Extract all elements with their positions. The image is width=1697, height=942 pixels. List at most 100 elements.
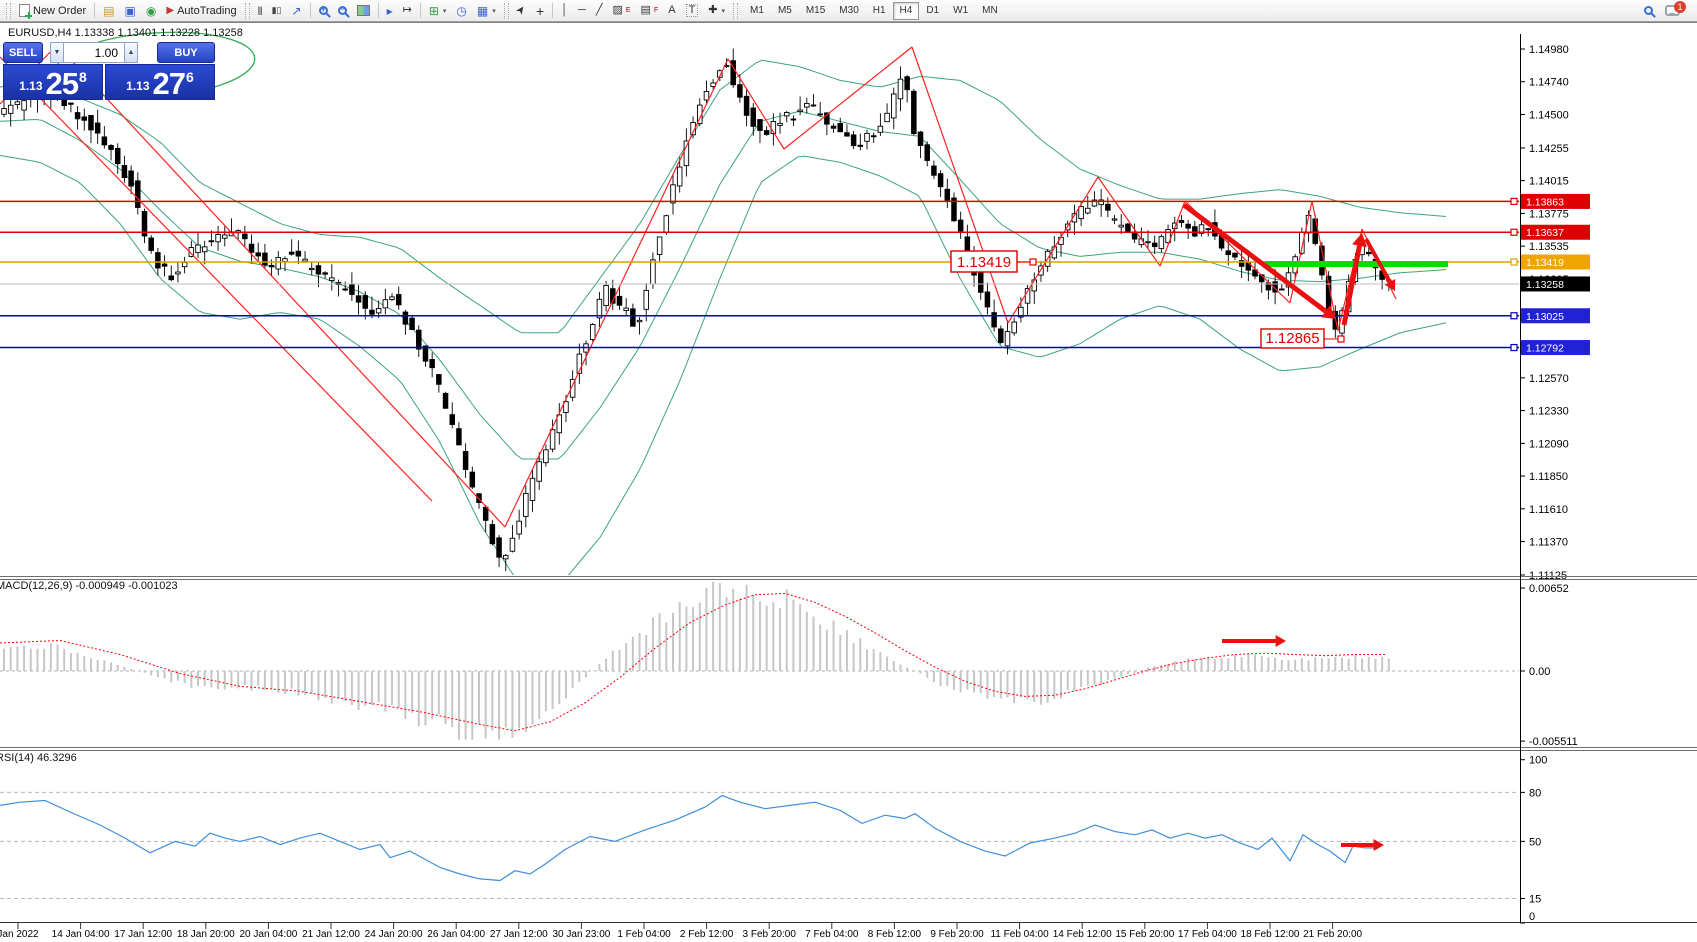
text-tool-icon: A: [668, 4, 676, 16]
svg-text:100: 100: [1529, 755, 1547, 767]
svg-text:1.13258: 1.13258: [1526, 279, 1564, 291]
buy-price-prefix: 1.13: [126, 79, 150, 93]
svg-text:18 Jan 20:00: 18 Jan 20:00: [177, 929, 235, 940]
svg-text:1.11370: 1.11370: [1529, 537, 1568, 549]
terminal-icon: ▣: [124, 3, 136, 18]
timeframe-button-m15[interactable]: M15: [799, 2, 832, 20]
period-button[interactable]: ◷: [451, 1, 471, 21]
candlestick-chart-icon: ▮▯: [271, 5, 282, 15]
svg-text:0.00652: 0.00652: [1529, 583, 1569, 595]
macd-indicator-label: MACD(12,26,9) -0.000949 -0.001023: [0, 580, 178, 592]
fibonacci-icon: ▤: [640, 4, 651, 16]
new-chart-icon: ⊞: [428, 3, 439, 18]
fibonacci-tool-button[interactable]: ▤ F: [636, 1, 664, 21]
signal-icon: ◉: [145, 3, 157, 18]
svg-text:17 Feb 04:00: 17 Feb 04:00: [1178, 929, 1237, 940]
svg-text:2 Feb 12:00: 2 Feb 12:00: [680, 929, 734, 940]
autotrading-button[interactable]: ▶ AutoTrading: [161, 1, 241, 21]
svg-text:1.13535: 1.13535: [1529, 241, 1569, 253]
svg-text:1.13419: 1.13419: [1526, 257, 1564, 269]
toolbar-drag-handle[interactable]: [6, 2, 11, 19]
toolbar-drag-handle[interactable]: [503, 2, 509, 19]
svg-text:14 Jan 04:00: 14 Jan 04:00: [52, 929, 110, 940]
buy-button[interactable]: BUY: [157, 42, 215, 63]
svg-text:17 Jan 12:00: 17 Jan 12:00: [114, 929, 172, 940]
svg-text:1.13419: 1.13419: [957, 254, 1011, 271]
sell-price-sup: 8: [79, 69, 87, 85]
vertical-line-icon: │: [561, 4, 569, 16]
bar-chart-icon: |||: [257, 5, 263, 15]
notification-badge: 1: [1674, 1, 1686, 13]
text-tool-button[interactable]: A: [663, 1, 680, 21]
svg-text:1.14015: 1.14015: [1529, 176, 1569, 188]
svg-text:80: 80: [1529, 787, 1541, 799]
svg-text:50: 50: [1529, 836, 1541, 848]
new-order-label: New Order: [33, 4, 87, 17]
sell-button[interactable]: SELL: [3, 42, 43, 63]
svg-text:21 Jan 12:00: 21 Jan 12:00: [302, 929, 360, 940]
crosshair-button[interactable]: +: [531, 1, 549, 21]
timeframe-button-w1[interactable]: W1: [946, 2, 975, 20]
shapes-dropdown[interactable]: ✚ ▾: [703, 1, 730, 21]
cursor-button[interactable]: ➤: [512, 1, 531, 21]
buy-price-sup: 6: [186, 69, 194, 85]
terminal-button[interactable]: ▣: [120, 1, 141, 21]
buy-price[interactable]: 1.13 27 6: [105, 64, 215, 100]
timeframe-button-mn[interactable]: MN: [975, 2, 1005, 20]
candlestick-chart-button[interactable]: ▮▯: [267, 1, 287, 21]
new-order-button[interactable]: New Order: [14, 1, 91, 21]
svg-text:1.12330: 1.12330: [1529, 406, 1569, 418]
tile-windows-button[interactable]: [352, 1, 375, 21]
signal-button[interactable]: ◉: [141, 1, 161, 21]
cursor-icon: ➤: [513, 2, 529, 18]
trendline-tool-button[interactable]: ╱: [591, 1, 608, 21]
channel-tool-button[interactable]: ▨ E: [607, 1, 635, 21]
toolbar-right-icons: 1: [1644, 1, 1694, 16]
svg-text:24 Jan 20:00: 24 Jan 20:00: [365, 929, 423, 940]
channel-sub-letter: E: [625, 7, 631, 14]
timeframe-button-h1[interactable]: H1: [866, 2, 893, 20]
tile-windows-icon: [356, 5, 370, 16]
svg-text:1.13637: 1.13637: [1526, 227, 1564, 239]
chart-shift-button[interactable]: ↦: [398, 1, 417, 21]
toolbar-separator: [309, 3, 311, 18]
chart-canvas[interactable]: 1.149801.147401.145001.142551.140151.137…: [0, 23, 1697, 942]
timeframe-button-d1[interactable]: D1: [919, 2, 946, 20]
chat-icon[interactable]: 1: [1665, 1, 1686, 16]
svg-text:8 Feb 12:00: 8 Feb 12:00: [868, 929, 922, 940]
auto-scroll-button[interactable]: ▸: [382, 1, 398, 21]
gold-stack-button[interactable]: ▤: [98, 1, 119, 21]
timeframe-button-m1[interactable]: M1: [743, 2, 771, 20]
svg-text:9 Feb 20:00: 9 Feb 20:00: [930, 929, 984, 940]
trendline-icon: ╱: [595, 4, 603, 16]
volume-input[interactable]: [64, 42, 124, 63]
new-chart-dropdown[interactable]: ⊞ ▾: [424, 1, 452, 21]
volume-decrease-button[interactable]: ▼: [50, 42, 64, 63]
sell-price-prefix: 1.13: [19, 79, 43, 93]
template-dropdown[interactable]: ▦ ▾: [472, 1, 501, 21]
search-icon[interactable]: [1644, 6, 1653, 15]
timeframe-button-m5[interactable]: M5: [771, 2, 799, 20]
text-label-tool-button[interactable]: T: [681, 1, 704, 21]
bar-chart-button[interactable]: |||: [253, 1, 267, 21]
svg-text:1.14980: 1.14980: [1529, 44, 1569, 56]
horizontal-line-tool-button[interactable]: ─: [573, 1, 591, 21]
zoom-in-button[interactable]: +: [314, 1, 333, 21]
svg-text:3 Feb 20:00: 3 Feb 20:00: [743, 929, 797, 940]
svg-text:1 Feb 04:00: 1 Feb 04:00: [617, 929, 671, 940]
sell-price[interactable]: 1.13 25 8: [3, 64, 103, 100]
vertical-line-tool-button[interactable]: │: [556, 1, 573, 21]
svg-text:1.11610: 1.11610: [1529, 504, 1568, 516]
line-chart-button[interactable]: ↗: [287, 1, 307, 21]
svg-text:1.12570: 1.12570: [1529, 373, 1569, 385]
timeframe-button-m30[interactable]: M30: [832, 2, 865, 20]
toolbar-drag-handle[interactable]: [733, 2, 739, 19]
volume-increase-button[interactable]: ▲: [124, 42, 138, 63]
svg-text:1.14255: 1.14255: [1529, 143, 1569, 155]
timeframe-button-h4[interactable]: H4: [892, 1, 920, 20]
toolbar-drag-handle[interactable]: [244, 2, 250, 19]
svg-text:0: 0: [1529, 911, 1535, 923]
svg-text:1.13025: 1.13025: [1526, 311, 1564, 323]
zoom-out-button[interactable]: −: [333, 1, 352, 21]
